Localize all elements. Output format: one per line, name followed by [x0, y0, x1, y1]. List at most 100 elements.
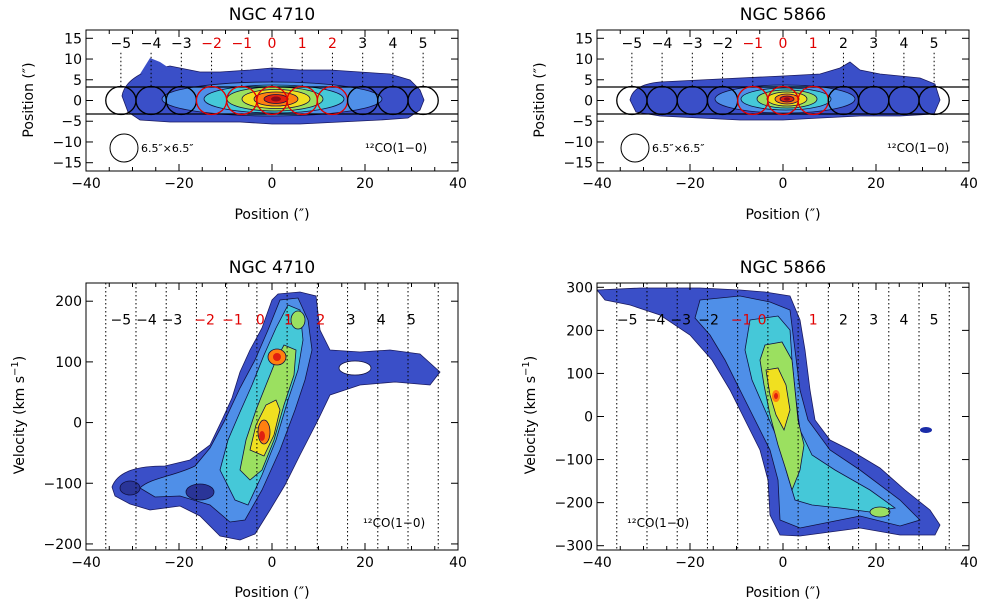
y-tick-label: −10 — [563, 135, 593, 151]
x-tick-label: 40 — [960, 176, 978, 192]
emission-layer — [597, 287, 941, 537]
x-tick-label: 20 — [356, 555, 374, 571]
x-tick-label: 20 — [867, 555, 885, 571]
beam-number-label: −5 — [111, 36, 132, 52]
x-tick-label: −20 — [675, 555, 705, 571]
x-tick-label: 0 — [779, 555, 788, 571]
y-tick-label: −15 — [52, 156, 82, 172]
beam-number-label: −5 — [111, 312, 132, 328]
chart-title: NGC 5866 — [740, 258, 826, 278]
beam-circle — [407, 85, 439, 116]
beam-number-label: 1 — [809, 36, 818, 52]
moment-map-ngc4710: NGC 4710 −5 −4 −3 −2 −1 0 1 2 3 4 5 −40 −20 0 20 40−15… — [21, 5, 467, 223]
beam-number-label: −2 — [194, 312, 215, 328]
emission-peak — [784, 97, 790, 101]
x-axis-label: Position (″) — [745, 585, 820, 601]
x-tick-label: 40 — [449, 176, 467, 192]
line-label: ¹²CO(1−0) — [365, 141, 427, 155]
beam-number-label: 5 — [930, 313, 939, 329]
x-tick-label: 0 — [268, 176, 277, 192]
y-tick-label: 5 — [584, 73, 593, 89]
y-axis-label: Velocity (km s−1) — [10, 356, 28, 475]
y-tick-label: −100 — [44, 476, 82, 492]
line-label: ¹²CO(1−0) — [887, 141, 949, 155]
y-tick-label: 0 — [73, 94, 82, 110]
beam-number-label: −3 — [171, 36, 192, 52]
y-axis-label: Velocity (km s−1) — [521, 356, 539, 475]
y-axis-label-main: Velocity (km s — [12, 376, 28, 474]
beam-number-labels: −5 −4 −3 −2 −1 0 1 2 3 4 5 — [617, 313, 939, 329]
line-label: ¹²CO(1−0) — [363, 516, 425, 530]
y-tick-label: −5 — [572, 114, 593, 130]
emission-peak-core — [774, 393, 778, 399]
emission-secondary-core — [273, 353, 281, 361]
beam-number-label: 2 — [328, 36, 337, 52]
x-tick-label: −20 — [675, 176, 705, 192]
position-separators — [105, 283, 439, 550]
beam-number-label: 4 — [899, 36, 908, 52]
position-separators — [616, 283, 950, 550]
x-tick-label: 0 — [779, 176, 788, 192]
y-tick-label: 200 — [566, 323, 593, 339]
emission-layer — [111, 291, 441, 541]
x-axis-label: Position (″) — [745, 207, 820, 223]
y-tick-label: −5 — [61, 114, 82, 130]
y-axis-label-close: ) — [523, 356, 539, 361]
beam-number-label: −4 — [136, 312, 157, 328]
x-tick-label: 40 — [960, 555, 978, 571]
beam-number-label: 4 — [899, 313, 908, 329]
emission-left-knot-2 — [119, 480, 141, 496]
x-tick-label: 40 — [449, 555, 467, 571]
x-axis-label: Position (″) — [234, 207, 309, 223]
pv-diagram-ngc4710: NGC 4710 −5 −4 −3 −2 −1 0 1 2 3 4 5 −40 −20 0 20 40−20… — [10, 258, 467, 601]
moment-map-ngc5866: NGC 5866 −5 −4 −3 −2 −1 0 1 2 3 4 5 −40 −20 0 20 40−15… — [532, 5, 978, 223]
emission-right-knot — [869, 506, 891, 518]
beam-number-label: −3 — [670, 313, 691, 329]
line-label: ¹²CO(1−0) — [627, 516, 689, 530]
beam-number-label: −5 — [622, 36, 643, 52]
x-tick-label: −20 — [164, 176, 194, 192]
beam-number-label: 3 — [358, 36, 367, 52]
emission-upper-extension — [140, 58, 172, 74]
beam-number-label: 0 — [758, 313, 767, 329]
beam-number-label: 4 — [377, 312, 386, 328]
beam-number-labels: −5 −4 −3 −2 −1 0 1 2 3 4 5 — [622, 36, 939, 52]
beam-number-label: −1 — [731, 313, 752, 329]
x-tick-label: −40 — [582, 176, 612, 192]
y-tick-label: −10 — [52, 135, 82, 151]
y-tick-label: 0 — [584, 410, 593, 426]
x-tick-label: 20 — [356, 176, 374, 192]
emission-level-6 — [257, 419, 271, 445]
chart-title: NGC 5866 — [740, 5, 826, 25]
beam-number-label: 0 — [268, 36, 277, 52]
beam-number-label: −2 — [698, 313, 719, 329]
beam-overlays — [597, 52, 969, 116]
beam-size-circle — [620, 133, 650, 163]
pv-diagram-ngc5866: NGC 5866 −5 −4 −3 −2 −1 0 1 2 3 4 5 −40 −20 0 20 40−30… — [521, 258, 978, 601]
y-axis-label: Position (″) — [532, 62, 548, 137]
y-axis-label-exponent: −1 — [10, 361, 21, 376]
x-tick-label: −40 — [71, 555, 101, 571]
beam-number-label: −3 — [682, 36, 703, 52]
y-tick-label: 10 — [575, 52, 593, 68]
y-tick-label: 15 — [575, 31, 593, 47]
beam-size-circle — [109, 133, 139, 163]
x-tick-label: −40 — [582, 555, 612, 571]
emission-compact-blob — [920, 427, 932, 433]
beam-circle — [918, 85, 950, 116]
emission-upper-knot — [290, 310, 306, 330]
y-tick-label: 100 — [566, 366, 593, 382]
beam-number-label: 1 — [809, 313, 818, 329]
y-tick-label: −200 — [44, 537, 82, 553]
beam-number-labels: −5 −4 −3 −2 −1 0 1 2 3 4 5 — [111, 312, 416, 328]
beam-number-label: −4 — [141, 36, 162, 52]
y-tick-label: 15 — [64, 31, 82, 47]
y-tick-label: 300 — [566, 280, 593, 296]
y-axis-label-exponent: −1 — [521, 361, 532, 376]
emission-layer — [629, 61, 941, 121]
